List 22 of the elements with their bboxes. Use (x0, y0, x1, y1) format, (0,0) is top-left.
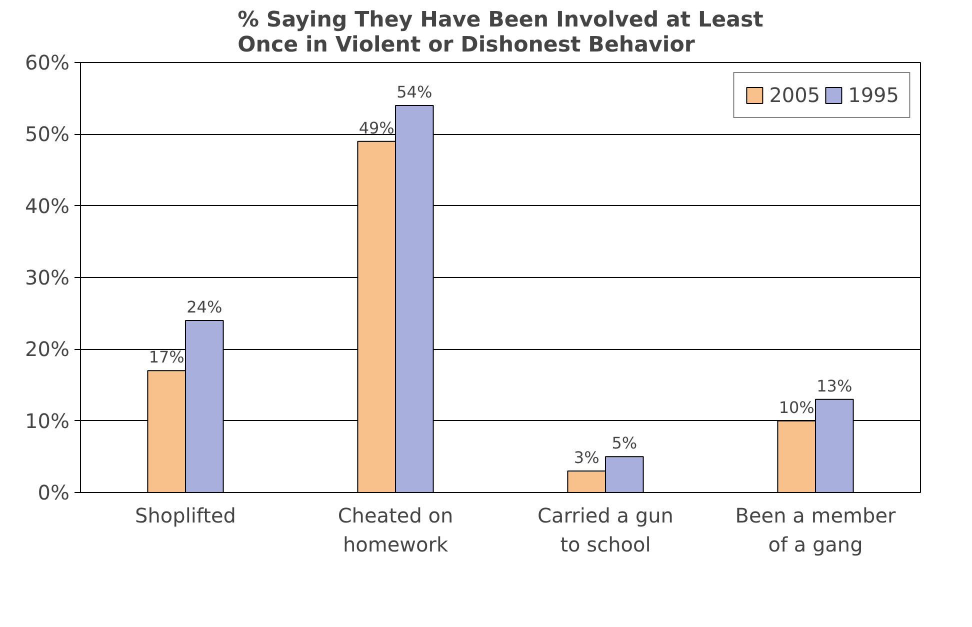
y-tick-label: 60% (25, 50, 70, 74)
legend-label: 2005 (769, 83, 820, 107)
chart-title: % Saying They Have Been Involved at Least Once in Violent or Dishonest Behavior (238, 8, 764, 58)
y-tick-label: 0% (38, 480, 70, 504)
data-label: 5% (612, 434, 638, 453)
data-label: 24% (186, 298, 222, 316)
x-tick-label: Shoplifted (135, 504, 236, 528)
data-label: 3% (574, 448, 600, 467)
data-label: 17% (148, 348, 184, 367)
y-tick-label: 10% (25, 408, 70, 433)
x-tick-label: Carried a gun to school (538, 504, 674, 556)
data-label: 54% (396, 82, 432, 102)
data-label: 49% (358, 118, 394, 138)
y-tick-label: 20% (25, 337, 70, 362)
y-tick-label: 50% (25, 122, 70, 146)
legend-label: 1995 (848, 83, 899, 107)
x-tick-label: Cheated on homework (338, 504, 454, 556)
data-label: 13% (816, 376, 852, 396)
y-tick-label: 40% (25, 194, 70, 218)
x-tick-label: Been a member of a gang (735, 504, 897, 556)
data-label: 10% (778, 398, 814, 417)
y-tick-label: 30% (25, 266, 70, 290)
